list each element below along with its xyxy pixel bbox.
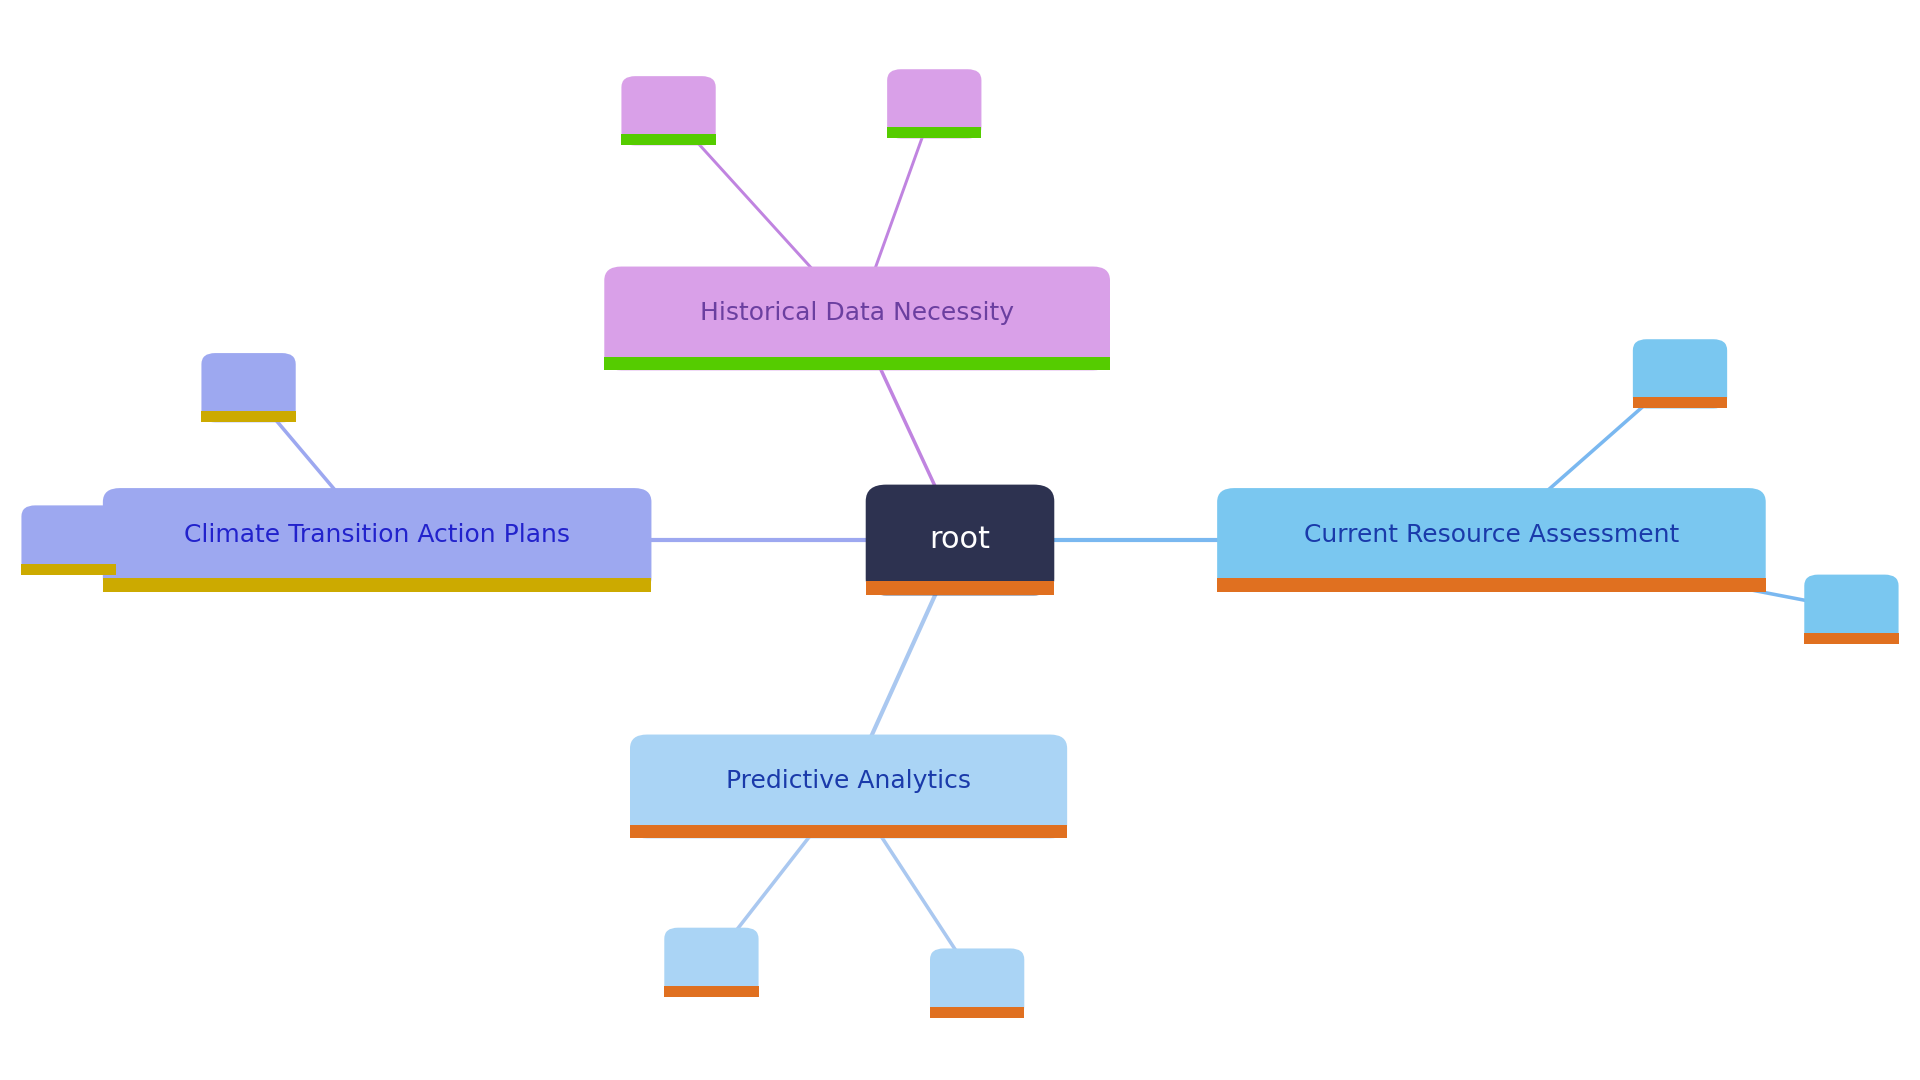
FancyBboxPatch shape [929,948,1023,1017]
FancyBboxPatch shape [887,69,981,138]
Bar [1805,633,1899,644]
Bar [21,564,115,575]
Bar [202,411,296,422]
FancyBboxPatch shape [605,267,1110,370]
Bar [630,824,1068,838]
Bar [866,581,1054,595]
FancyBboxPatch shape [664,928,758,997]
Bar [887,127,981,138]
Text: Predictive Analytics: Predictive Analytics [726,769,972,794]
FancyBboxPatch shape [21,505,115,575]
Bar [605,356,1110,370]
FancyBboxPatch shape [866,485,1054,595]
Bar [929,1007,1023,1017]
FancyBboxPatch shape [1632,339,1728,408]
FancyBboxPatch shape [202,353,296,422]
Bar [1217,578,1766,592]
FancyBboxPatch shape [1805,575,1899,644]
FancyBboxPatch shape [104,488,651,592]
FancyBboxPatch shape [1217,488,1766,592]
FancyBboxPatch shape [622,77,716,146]
Bar [1632,397,1728,408]
Text: Current Resource Assessment: Current Resource Assessment [1304,523,1680,546]
Bar [622,134,716,146]
Text: root: root [929,526,991,554]
Bar [664,986,758,997]
Text: Historical Data Necessity: Historical Data Necessity [701,301,1014,325]
FancyBboxPatch shape [630,734,1068,838]
Bar [104,578,651,592]
Text: Climate Transition Action Plans: Climate Transition Action Plans [184,523,570,546]
